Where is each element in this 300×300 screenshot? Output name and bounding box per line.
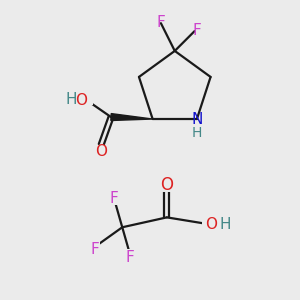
Text: F: F — [126, 250, 135, 265]
Text: H: H — [220, 217, 231, 232]
FancyBboxPatch shape — [108, 194, 120, 206]
FancyBboxPatch shape — [94, 145, 108, 159]
FancyBboxPatch shape — [77, 93, 93, 105]
Text: O: O — [95, 144, 107, 159]
Text: F: F — [90, 242, 99, 256]
FancyBboxPatch shape — [160, 178, 174, 192]
Text: O: O — [160, 176, 173, 194]
Text: O: O — [75, 93, 87, 108]
Text: H: H — [192, 126, 202, 140]
Polygon shape — [111, 114, 153, 121]
Text: F: F — [192, 22, 201, 38]
Text: F: F — [157, 15, 165, 30]
Text: F: F — [110, 191, 119, 206]
FancyBboxPatch shape — [124, 249, 136, 261]
Text: O: O — [206, 217, 218, 232]
Text: N: N — [191, 112, 202, 127]
Text: H: H — [66, 92, 77, 107]
FancyBboxPatch shape — [88, 241, 101, 253]
FancyBboxPatch shape — [202, 218, 218, 230]
